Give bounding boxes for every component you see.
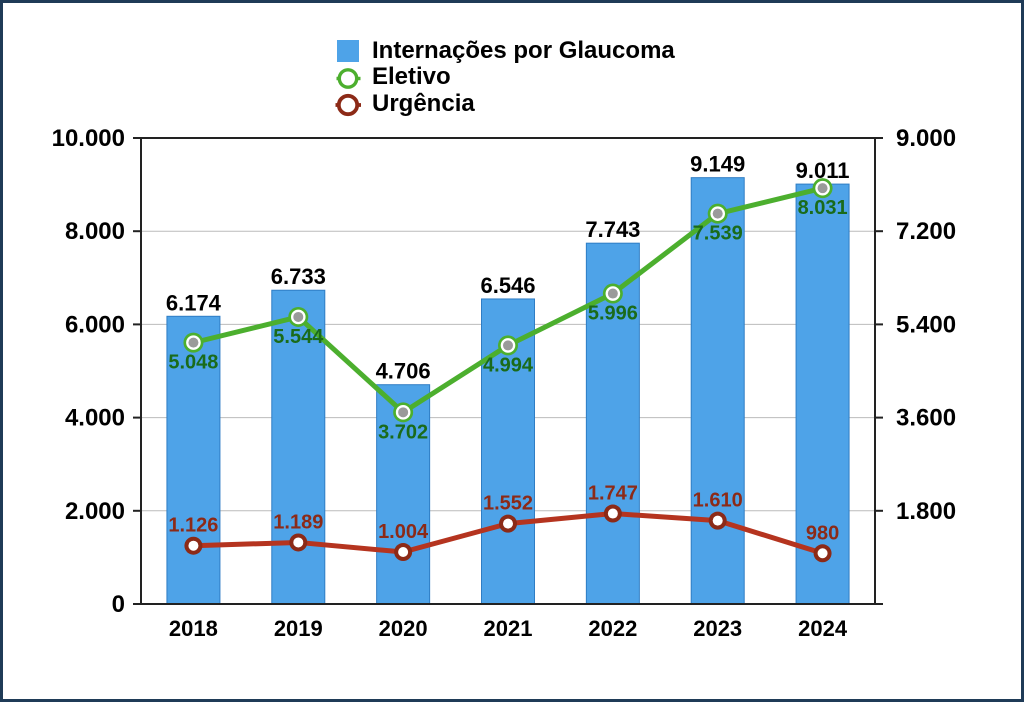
svg-text:8.031: 8.031 (798, 197, 848, 219)
svg-text:4.000: 4.000 (65, 405, 125, 432)
svg-text:2024: 2024 (798, 616, 848, 641)
svg-text:1.610: 1.610 (693, 490, 743, 512)
svg-text:2.000: 2.000 (65, 498, 125, 525)
svg-text:5.996: 5.996 (588, 303, 638, 325)
svg-text:0: 0 (112, 591, 125, 618)
svg-text:8.000: 8.000 (65, 218, 125, 245)
svg-text:6.546: 6.546 (480, 273, 535, 298)
svg-text:5.400: 5.400 (896, 311, 956, 338)
svg-text:1.747: 1.747 (588, 483, 638, 505)
svg-text:1.126: 1.126 (168, 515, 218, 537)
svg-text:7.539: 7.539 (693, 223, 743, 245)
svg-text:1.552: 1.552 (483, 493, 533, 515)
svg-text:2018: 2018 (169, 616, 218, 641)
svg-text:2022: 2022 (588, 616, 637, 641)
svg-text:6.733: 6.733 (271, 264, 326, 289)
svg-text:2021: 2021 (484, 616, 533, 641)
svg-text:10.000: 10.000 (52, 125, 125, 152)
svg-text:7.200: 7.200 (896, 218, 956, 245)
svg-text:Internações por Glaucoma: Internações por Glaucoma (372, 37, 675, 64)
svg-text:3.600: 3.600 (896, 405, 956, 432)
svg-text:9.000: 9.000 (896, 125, 956, 152)
svg-text:4.994: 4.994 (483, 354, 534, 376)
svg-text:1.189: 1.189 (273, 511, 323, 533)
svg-text:Eletivo: Eletivo (372, 63, 451, 90)
svg-text:6.000: 6.000 (65, 311, 125, 338)
svg-text:1.004: 1.004 (378, 521, 429, 543)
svg-text:2020: 2020 (379, 616, 428, 641)
svg-text:980: 980 (806, 522, 839, 544)
svg-text:4.706: 4.706 (376, 359, 431, 384)
svg-text:Urgência: Urgência (372, 90, 475, 117)
svg-text:1.800: 1.800 (896, 498, 956, 525)
svg-text:2019: 2019 (274, 616, 323, 641)
svg-text:3.702: 3.702 (378, 421, 428, 443)
svg-text:9.149: 9.149 (690, 152, 745, 177)
svg-text:7.743: 7.743 (585, 217, 640, 242)
svg-text:2023: 2023 (693, 616, 742, 641)
svg-text:5.048: 5.048 (168, 352, 218, 374)
svg-text:9.011: 9.011 (796, 158, 850, 183)
svg-text:6.174: 6.174 (166, 290, 222, 315)
svg-text:5.544: 5.544 (273, 326, 324, 348)
